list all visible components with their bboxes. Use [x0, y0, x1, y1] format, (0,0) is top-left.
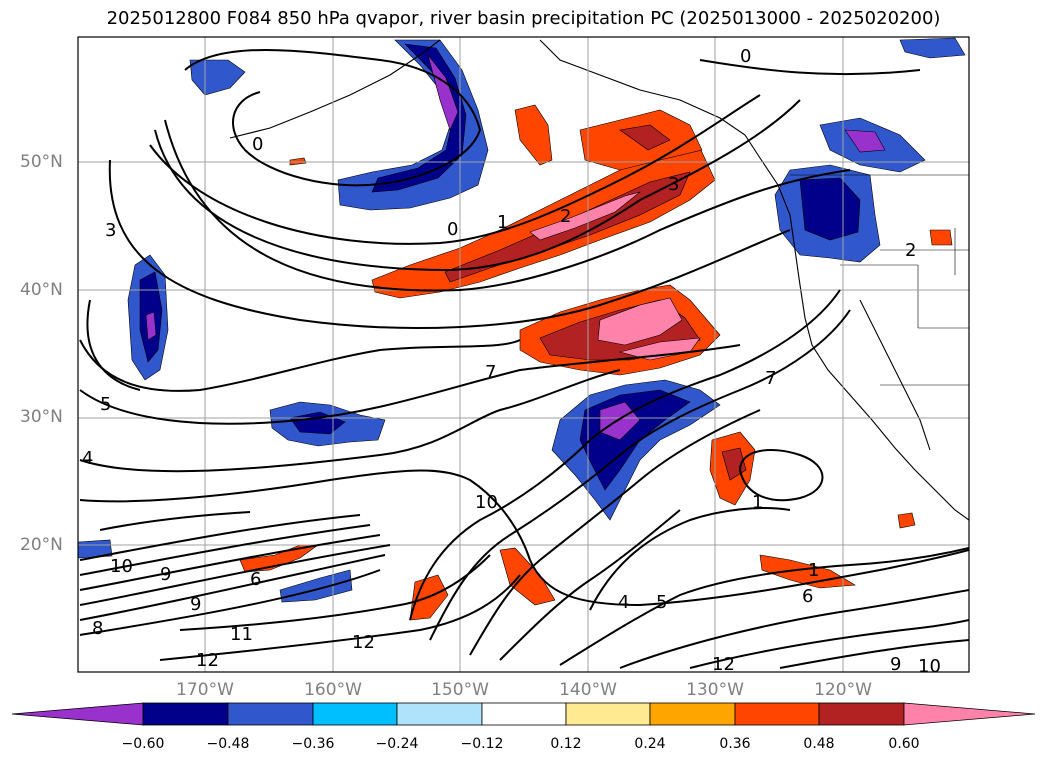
lon-label: 140°W [559, 680, 617, 700]
lon-label: 170°W [176, 680, 234, 700]
contour-label: 12 [712, 654, 735, 675]
contour-label: 10 [475, 492, 498, 513]
contour-1-hawaii [739, 449, 824, 502]
contour-label: 0 [447, 219, 458, 240]
colorbar-bin [227, 702, 314, 726]
contour-label: 4 [618, 592, 629, 613]
colorbar-bin [649, 702, 736, 726]
contour-label: 5 [656, 592, 667, 613]
contour-label: 11 [230, 624, 253, 645]
positive-anomaly-fields [239, 104, 953, 621]
contour-4 [86, 299, 141, 391]
colorbar-tick-label: 0.48 [803, 736, 835, 752]
contour-label: 0 [252, 134, 263, 155]
colorbar-bin [142, 702, 229, 726]
coastlines [229, 39, 969, 521]
colorbar-bin [818, 702, 905, 726]
colorbar [11, 702, 1036, 726]
colorbar-tick-label: −0.12 [460, 736, 504, 752]
contour-0-north [184, 49, 482, 187]
map-frame [77, 36, 970, 673]
alaska-peninsula [229, 39, 441, 139]
contour-label: 6 [250, 569, 261, 590]
qvapor-contours [79, 49, 969, 669]
colorbar-tick-label: −0.36 [291, 736, 335, 752]
contour-label: 6 [802, 586, 813, 607]
contour-label: 8 [92, 618, 103, 639]
colorbar-extend-high [903, 702, 1036, 726]
contour-label: 9 [190, 594, 201, 615]
contour-label: 7 [765, 368, 776, 389]
lat-label: 20°N [20, 535, 63, 555]
contour-5 [79, 339, 521, 392]
colorbar-tick-label: −0.48 [206, 736, 250, 752]
contour-1 [154, 99, 801, 272]
colorbar-bin [396, 702, 483, 726]
colorbar-tick-label: 0.36 [719, 736, 751, 752]
colorbar-tick-label: −0.60 [121, 736, 165, 752]
contour-label: 10 [110, 556, 133, 577]
contour-label: 7 [485, 362, 496, 383]
map-title: 2025012800 F084 850 hPa qvapor, river ba… [106, 8, 941, 29]
lon-label: 130°W [686, 680, 744, 700]
colorbar-tick-label: 0.12 [550, 736, 582, 752]
lat-label: 50°N [20, 152, 63, 172]
colorbar-bin [734, 702, 820, 726]
lon-label: 150°W [431, 680, 489, 700]
contour-label: 12 [196, 650, 219, 671]
contour-label: 1 [808, 560, 819, 581]
contour-label: 1 [497, 212, 508, 233]
contour-label: 12 [352, 632, 375, 653]
colorbar-tick-label: 0.60 [888, 736, 920, 752]
contour-label: 9 [890, 654, 901, 675]
anomaly-aleutian-west [189, 59, 246, 96]
contour-7 [79, 344, 741, 425]
colorbar-bin [481, 702, 567, 726]
colorbar-bin [565, 702, 651, 726]
contour-label: 2 [905, 240, 916, 261]
contour-0-south [149, 94, 761, 245]
contour-label: 3 [105, 220, 116, 241]
contour-label: 1 [752, 492, 763, 513]
negative-anomaly-fields [78, 37, 966, 603]
lon-label: 160°W [304, 680, 362, 700]
map-area: 0 0 0 1 2 3 3 4 5 7 10 10 9 6 9 8 11 12 … [78, 37, 969, 677]
colorbar-tick-label: −0.24 [375, 736, 419, 752]
contour-label: 9 [160, 564, 171, 585]
lon-label: 120°W [814, 680, 872, 700]
contour-label: 4 [82, 448, 93, 469]
lat-label: 40°N [20, 280, 63, 300]
contour-label: 2 [560, 206, 571, 227]
contour-label-layer: 0 0 0 1 2 3 3 4 5 7 10 10 9 6 9 8 11 12 … [82, 46, 941, 677]
colorbar-bin [312, 702, 398, 726]
north-america-coast [539, 39, 969, 521]
contour-3 [108, 159, 791, 329]
contour-label: 10 [918, 656, 941, 677]
lat-label: 30°N [20, 407, 63, 427]
colorbar-tick-label: 0.24 [634, 736, 666, 752]
contour-10 [79, 369, 621, 473]
contour-2 [164, 119, 851, 292]
contour-label: 0 [740, 46, 751, 67]
contour-label: 3 [668, 174, 679, 195]
colorbar-extend-low [11, 702, 144, 726]
contour-label: 5 [100, 394, 111, 415]
